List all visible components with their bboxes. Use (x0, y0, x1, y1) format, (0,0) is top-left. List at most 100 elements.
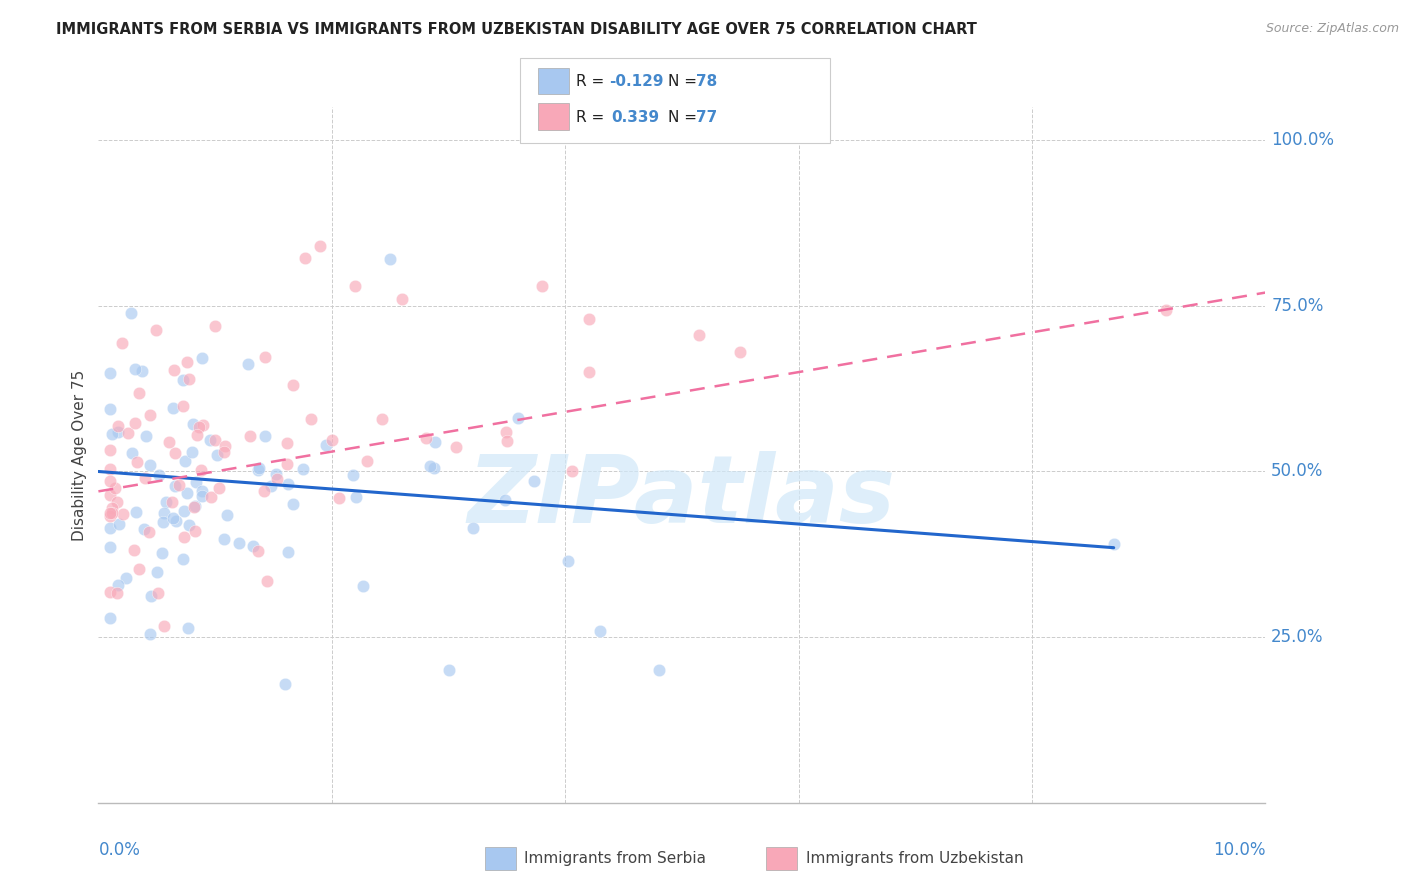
Text: R =: R = (576, 74, 610, 89)
Point (191, 484, 214, 499)
Point (152, 506, 174, 520)
Point (247, 460, 270, 475)
Point (728, 345, 751, 359)
Point (107, 578, 129, 592)
Point (647, 663, 669, 677)
Point (309, 239, 332, 253)
Point (101, 501, 124, 516)
Point (98, 462, 121, 476)
Point (281, 497, 304, 511)
Point (98, 540, 121, 554)
Point (176, 354, 198, 368)
Point (578, 312, 600, 326)
Point (276, 435, 298, 450)
Point (561, 464, 583, 478)
Point (256, 574, 278, 589)
Text: 50.0%: 50.0% (1271, 462, 1323, 481)
Point (172, 373, 194, 387)
Point (131, 364, 153, 378)
Point (294, 251, 316, 265)
Point (238, 429, 260, 443)
Point (342, 467, 364, 482)
Point (281, 377, 304, 392)
Text: N =: N = (668, 110, 702, 125)
Point (98, 584, 121, 599)
Point (207, 481, 229, 495)
Point (253, 483, 276, 498)
Point (101, 427, 124, 442)
Point (115, 571, 138, 585)
Text: 0.339: 0.339 (612, 110, 659, 125)
Point (104, 481, 127, 495)
Point (181, 417, 204, 431)
Point (530, 279, 553, 293)
Point (494, 492, 516, 507)
Point (163, 363, 186, 377)
Point (98, 488, 121, 502)
Point (176, 486, 198, 500)
Y-axis label: Disability Age Over 75: Disability Age Over 75 (72, 369, 87, 541)
Point (98, 367, 121, 381)
Point (214, 445, 236, 459)
Point (328, 491, 350, 505)
Point (495, 425, 517, 439)
Point (146, 565, 169, 579)
Point (198, 434, 221, 448)
Point (98, 402, 121, 417)
Point (557, 553, 579, 567)
Point (165, 479, 187, 493)
Point (173, 504, 195, 518)
Point (138, 525, 160, 540)
Point (177, 622, 200, 636)
Point (125, 455, 148, 469)
Point (148, 467, 170, 482)
Point (423, 434, 446, 449)
Point (589, 624, 612, 638)
Point (371, 412, 394, 426)
Point (162, 510, 184, 524)
Point (274, 676, 297, 690)
Point (152, 619, 174, 633)
Point (177, 372, 200, 386)
Point (174, 453, 197, 467)
Point (260, 479, 283, 493)
Point (172, 552, 194, 566)
Text: 75.0%: 75.0% (1271, 297, 1323, 315)
Point (139, 458, 162, 472)
Point (1154, 303, 1177, 318)
Point (276, 458, 298, 472)
Point (179, 518, 201, 533)
Point (122, 543, 145, 558)
Point (184, 524, 207, 538)
Point (98, 520, 121, 534)
Point (688, 327, 710, 342)
Point (186, 428, 208, 442)
Point (228, 535, 250, 549)
Point (139, 627, 162, 641)
Point (162, 401, 184, 415)
Point (378, 252, 402, 267)
Text: ZIPatlas: ZIPatlas (468, 450, 896, 542)
Point (163, 446, 186, 460)
Point (277, 544, 299, 558)
Text: Immigrants from Uzbekistan: Immigrants from Uzbekistan (806, 851, 1024, 865)
Text: R =: R = (576, 110, 610, 125)
Point (121, 446, 143, 460)
Point (193, 417, 215, 432)
Point (98, 508, 121, 523)
Point (352, 579, 374, 593)
Point (277, 476, 299, 491)
Point (343, 279, 366, 293)
Point (111, 336, 134, 351)
Point (180, 445, 202, 459)
Point (132, 522, 155, 536)
Point (98, 475, 121, 489)
Point (204, 433, 226, 447)
Point (169, 478, 191, 492)
Point (124, 417, 146, 431)
Point (496, 434, 519, 448)
Point (238, 357, 260, 371)
Point (155, 495, 177, 509)
Point (204, 318, 226, 333)
Point (165, 514, 187, 528)
